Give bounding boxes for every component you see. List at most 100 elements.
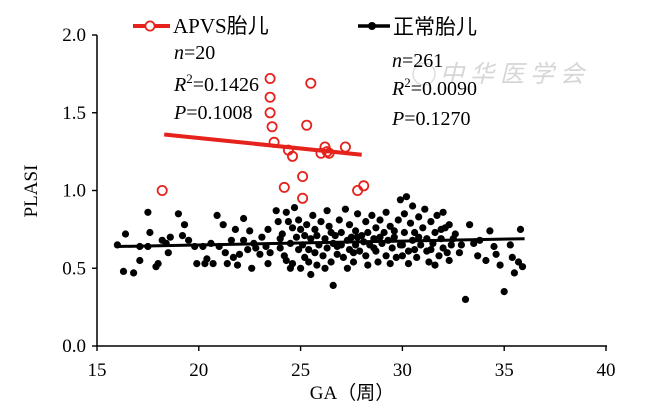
normal-point [368,211,376,219]
normal-point [335,216,343,224]
x-tick-label: 35 [495,360,514,381]
normal-point [264,260,272,268]
normal-point [376,216,384,224]
normal-point [431,261,439,269]
watermark-text: 中华医学会 [440,61,590,88]
apvs-point [266,121,278,133]
normal-point [451,230,459,238]
normal-point [219,221,227,229]
normal-point [303,221,311,229]
normal-point [486,227,494,235]
apvs-point [264,107,276,119]
normal-point [447,241,455,249]
normal-point [264,225,272,233]
normal-point [337,228,345,237]
normal-point [510,269,518,277]
normal-point [319,252,327,260]
y-axis-title: PLASI [21,165,42,218]
apvs-point [297,170,309,182]
normal-points [113,193,527,303]
normal-point [297,225,305,233]
normal-point [256,250,264,258]
apvs-stat-p: P=0.1008 [173,102,253,124]
normal-point [406,219,415,227]
normal-point [240,236,248,244]
stat-symbol: P [391,108,404,130]
normal-point [411,246,419,254]
normal-point [136,256,144,265]
legend-normal-label: 正常胎儿 [393,15,477,39]
normal-point [307,270,315,279]
x-tick-label: 30 [393,360,412,381]
normal-point [295,216,303,224]
apvs-point [156,184,168,196]
stat-symbol: P [173,102,186,124]
stat-value: =0.1270 [404,108,470,130]
normal-point [439,244,447,252]
normal-point [506,241,514,249]
normal-point [514,258,523,266]
apvs-point [297,192,309,204]
normal-point [364,261,372,269]
normal-point [500,288,508,296]
normal-point [325,222,333,230]
apvs-stat-n: n=20 [174,42,215,64]
normal-regression-line [117,237,525,248]
normal-point [290,204,299,212]
normal-point [327,228,335,237]
normal-point [130,269,138,277]
normal-point [427,218,435,226]
normal-point [276,244,284,252]
y-tick-label: 1.0 [62,181,86,202]
stat-symbol: n [174,42,184,64]
normal-point [272,207,280,215]
stat-value: =0.0090 [411,78,477,100]
x-axis-title: GA（周） [310,382,394,404]
legend-normal: 正常胎儿 n=261 R2=0.0090 P=0.1270 [358,15,477,130]
normal-point [518,263,527,271]
normal-point [341,205,349,213]
normal-point [119,267,128,275]
normal-point [323,244,331,252]
normal-point [374,258,382,266]
normal-point [209,260,217,268]
normal-point [223,260,231,268]
normal-stat-n: n=261 [392,50,443,72]
normal-point [347,233,356,241]
normal-point [166,233,174,241]
normal-stat-p: P=0.1270 [391,108,471,130]
normal-point [425,258,433,266]
stat-value: =0.1008 [186,102,252,124]
normal-point [370,244,378,252]
normal-point [415,213,423,221]
watermark-emblem [412,62,436,86]
normal-point [364,228,372,237]
normal-point [203,255,211,263]
normal-point [282,208,290,216]
normal-point [144,208,152,216]
normal-point [415,233,423,241]
normal-point [235,250,244,258]
normal-point [461,295,470,303]
normal-point [349,258,358,266]
normal-point [445,221,453,229]
stat-symbol: n [392,50,402,72]
apvs-point [264,91,276,103]
normal-point [474,252,482,260]
normal-point [301,232,309,240]
normal-point [394,216,402,224]
normal-point [292,233,301,241]
normal-point [470,239,478,247]
normal-point [288,224,297,232]
normal-point [333,250,341,258]
apvs-point [264,73,276,85]
normal-point [252,244,260,252]
normal-point [278,230,286,238]
normal-point [392,253,400,261]
normal-point [466,221,474,229]
normal-point [284,218,292,226]
normal-point [180,221,189,229]
normal-point [482,256,490,265]
x-tick-label: 40 [597,360,616,381]
apvs-point [352,184,364,196]
